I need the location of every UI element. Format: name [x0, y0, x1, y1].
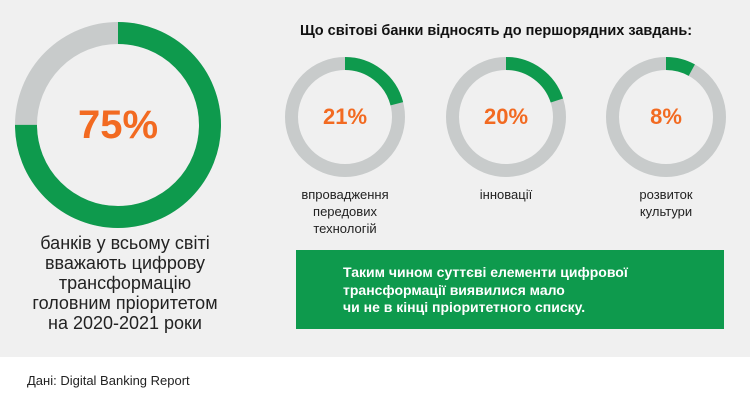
- donut-culture-value: 8%: [650, 104, 682, 129]
- main-donut-value-arc: [15, 22, 221, 228]
- main-donut-chart: 75%: [15, 22, 221, 228]
- donut-innovations-value-arc: [446, 57, 566, 177]
- source-note: Дані: Digital Banking Report: [27, 373, 190, 388]
- donut-culture-value-arc: [606, 57, 726, 177]
- footer: [0, 357, 750, 405]
- main-donut-svg: [15, 22, 221, 228]
- donut-technologies: 21%: [285, 57, 405, 177]
- callout-line: трансформації виявилися мало: [343, 281, 565, 298]
- main-description-line: трансформацію: [58, 273, 192, 293]
- label-culture: розвиток культури: [601, 186, 731, 220]
- label-culture-line: культури: [639, 204, 693, 219]
- label-technologies-line: технологій: [313, 221, 377, 236]
- label-innovations: інновації: [441, 186, 571, 203]
- main-description-line: банків у всьому світі: [40, 233, 210, 253]
- donut-technologies-svg: [285, 57, 405, 177]
- priorities-title: Що світові банки відносять до першорядни…: [300, 23, 693, 39]
- main-donut-value: 75%: [77, 102, 159, 147]
- donut-technologies-value: 21%: [322, 104, 368, 129]
- main-description-line: вважають цифрову: [44, 253, 206, 273]
- main-donut-description: банків у всьому світі вважають цифрову т…: [10, 233, 240, 333]
- label-culture-line: розвиток: [639, 187, 693, 202]
- callout-line: чи не в кінці пріоритетного списку.: [343, 299, 586, 315]
- donut-culture-svg: [606, 57, 726, 177]
- donut-innovations: 20%: [446, 57, 566, 177]
- donut-culture: 8%: [606, 57, 726, 177]
- label-technologies: впровадження передових технологій: [280, 186, 410, 237]
- main-description-line: головним пріоритетом: [32, 293, 218, 313]
- donut-innovations-value: 20%: [483, 104, 529, 129]
- callout-line: Таким чином суттєві елементи цифрової: [343, 264, 628, 280]
- donut-innovations-svg: [446, 57, 566, 177]
- label-innovations-line: інновації: [479, 187, 533, 202]
- donut-technologies-value-arc: [285, 57, 405, 177]
- main-description-line: на 2020-2021 роки: [48, 313, 202, 333]
- label-technologies-line: передових: [313, 204, 377, 219]
- label-technologies-line: впровадження: [301, 187, 389, 202]
- conclusion-callout: Таким чином суттєві елементи цифрової тр…: [296, 250, 724, 329]
